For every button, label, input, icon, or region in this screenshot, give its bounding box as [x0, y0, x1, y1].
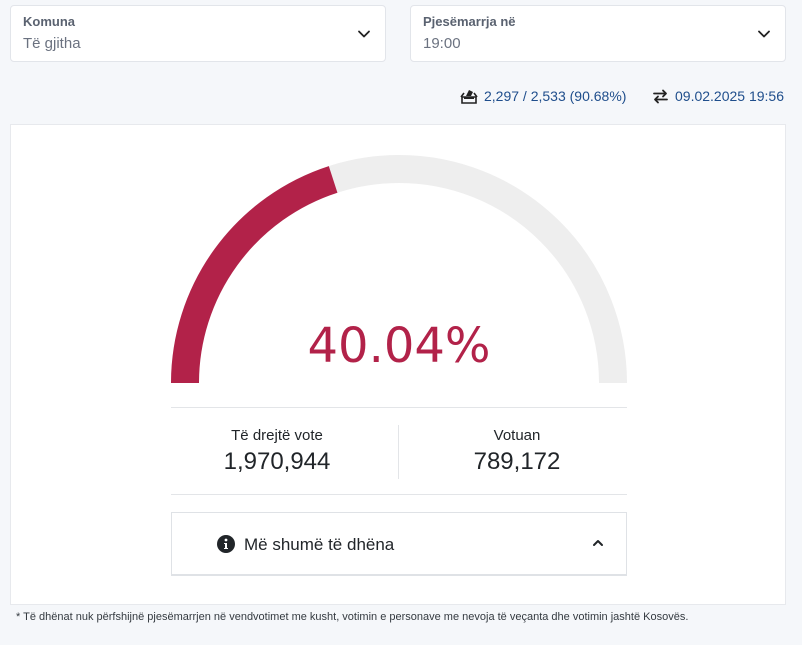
arrows-exchange-icon: [653, 89, 668, 103]
turnout-gauge: [171, 155, 627, 384]
chevron-down-icon: [358, 30, 370, 38]
polling-stations-summary: 2,297 / 2,533 (90.68%): [460, 88, 626, 104]
polling-stations-count: 2,297 / 2,533 (90.68%): [484, 88, 627, 104]
footnote: * Të dhënat nuk përfshijnë pjesëmarrjen …: [16, 611, 689, 623]
ballot-box-icon: [460, 90, 478, 104]
turnout-time-label: Pjesëmarrja në: [423, 14, 516, 29]
gauge-fill: [171, 166, 338, 384]
eligible-voters-stat: Të drejtë vote 1,970,944: [163, 427, 391, 476]
divider: [171, 407, 627, 408]
more-data-label: Më shumë të dhëna: [244, 535, 395, 554]
turnout-time-value: 19:00: [423, 35, 461, 52]
voted-value: 789,172: [473, 448, 561, 475]
turnout-card: 40.04% Të drejtë vote 1,970,944 Votuan 7…: [10, 124, 786, 605]
eligible-voters-label: Të drejtë vote: [231, 427, 323, 444]
turnout-percent: 40.04%: [307, 318, 491, 374]
stat-divider: [398, 425, 399, 479]
divider: [171, 494, 627, 495]
chevron-up-icon: [593, 540, 603, 546]
eligible-voters-value: 1,970,944: [223, 448, 331, 475]
more-data-accordion[interactable]: Më shumë të dhëna: [171, 512, 627, 576]
chevron-down-icon: [758, 30, 770, 38]
municipality-label: Komuna: [23, 14, 75, 29]
municipality-value: Të gjitha: [23, 35, 81, 52]
turnout-time-select[interactable]: Pjesëmarrja në 19:00: [410, 5, 786, 62]
voted-stat: Votuan 789,172: [403, 427, 631, 476]
voted-label: Votuan: [493, 427, 541, 444]
last-updated-time: 09.02.2025 19:56: [675, 88, 784, 104]
municipality-select[interactable]: Komuna Të gjitha: [10, 5, 386, 62]
last-updated: 09.02.2025 19:56: [652, 88, 784, 104]
info-circle-icon: [217, 535, 235, 553]
